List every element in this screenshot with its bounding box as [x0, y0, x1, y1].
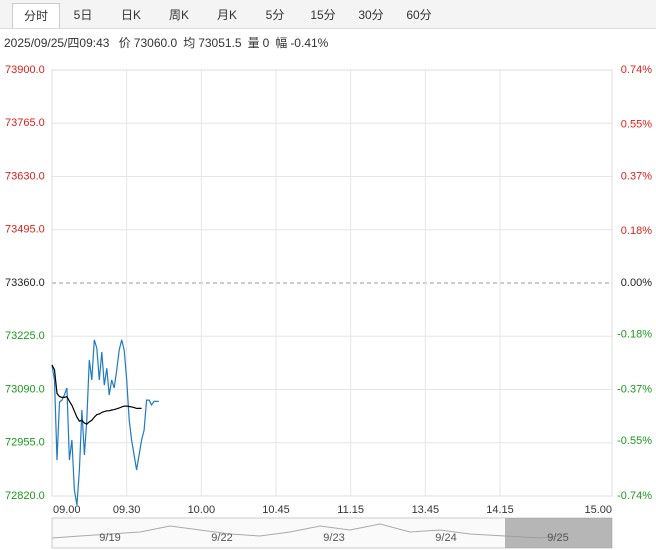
tab[interactable]: 15分 — [310, 8, 336, 22]
y-tick-label: 73630.0 — [5, 170, 45, 182]
tab[interactable]: 日K — [120, 8, 141, 22]
navigator-sparkline — [51, 523, 561, 539]
y2-tick-label: 0.74% — [621, 64, 652, 76]
info-label: 均 — [183, 36, 196, 50]
navigator-selection[interactable] — [505, 518, 612, 548]
y2-tick-label: -0.18% — [617, 329, 652, 341]
y2-tick-label: 0.37% — [621, 170, 652, 182]
x-tick-label: 09.30 — [113, 504, 141, 516]
info-label: 价 — [118, 36, 131, 50]
datetime: 2025/09/25/四09:43 — [4, 36, 110, 50]
tab[interactable]: 周K — [168, 8, 189, 22]
x-tick-label: 10.00 — [188, 504, 216, 516]
x-tick-label: 13.45 — [412, 504, 440, 516]
y-tick-label: 72955.0 — [5, 437, 45, 449]
y-tick-label: 73495.0 — [5, 224, 45, 236]
tab[interactable]: 5分 — [265, 8, 285, 22]
info-line: 2025/09/25/四09:43 价 73060.0 均 73051.5 量 0 幅 -0.… — [4, 34, 328, 51]
y2-tick-label: 0.00% — [621, 277, 652, 289]
x-tick-label: 15.00 — [584, 504, 612, 516]
tab[interactable]: 月K — [216, 8, 237, 22]
navigator-date: 9/19 — [99, 532, 120, 544]
navigator-date: 9/25 — [547, 532, 568, 544]
price-line — [51, 364, 142, 425]
y-tick-label: 73900.0 — [5, 64, 45, 76]
tab[interactable]: 5日 — [73, 8, 93, 22]
x-tick-label: 11.15 — [337, 504, 364, 516]
tab[interactable]: 30分 — [358, 8, 384, 22]
price-line — [51, 339, 159, 506]
y2-tick-label: -0.74% — [617, 490, 652, 502]
info-value: -0.41% — [290, 36, 329, 50]
x-tick-label: 10.45 — [262, 504, 290, 516]
info-value: 73051.5 — [198, 36, 242, 50]
x-tick-label: 14.15 — [486, 504, 514, 516]
y-tick-label: 73360.0 — [5, 277, 45, 289]
navigator-date: 9/23 — [323, 532, 344, 544]
y-tick-label: 73090.0 — [5, 383, 45, 395]
tab[interactable]: 60分 — [406, 8, 432, 22]
plot-frame — [51, 69, 613, 497]
info-label: 量 — [247, 36, 260, 50]
info-label: 幅 — [275, 36, 288, 50]
navigator-date: 9/24 — [435, 532, 456, 544]
y2-tick-label: -0.55% — [617, 435, 652, 447]
x-tick-label: 09.00 — [53, 504, 81, 516]
y-tick-label: 73765.0 — [5, 117, 45, 129]
y-tick-label: 72820.0 — [5, 490, 45, 502]
chart: 73900.0 73765.0 73630.0 73495.0 73360.0 73225… — [5, 64, 652, 549]
y2-tick-label: 0.55% — [621, 119, 652, 131]
y2-tick-label: -0.37% — [617, 383, 652, 395]
y-tick-label: 73225.0 — [5, 330, 45, 342]
info-value: 0 — [262, 36, 270, 50]
tab[interactable]: 分时 — [12, 3, 60, 28]
navigator-date: 9/22 — [211, 532, 232, 544]
info-value: 73060.0 — [133, 36, 178, 50]
y2-tick-label: 0.18% — [621, 225, 652, 237]
tab-bar: 分时 5日 日K 周K 月K 5分 15分 30分 60分 — [0, 0, 656, 29]
